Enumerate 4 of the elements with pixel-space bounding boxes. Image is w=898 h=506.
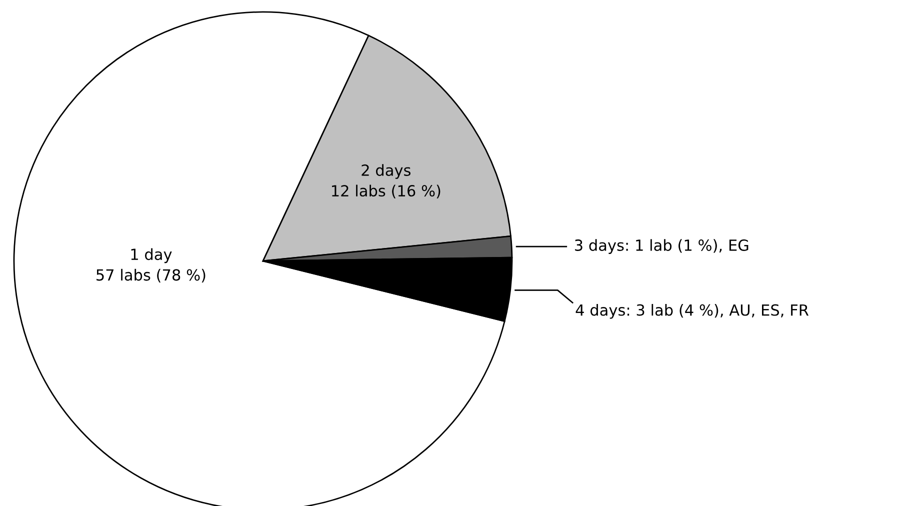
slice-label: 4 days: 3 lab (4 %), AU, ES, FR <box>576 304 809 319</box>
slice-label: 3 days: 1 lab (1 %), EG <box>575 239 748 254</box>
slice-label: 1 day 57 labs (78 %) <box>96 248 206 283</box>
slice-label: 2 days 12 labs (16 %) <box>332 164 440 198</box>
